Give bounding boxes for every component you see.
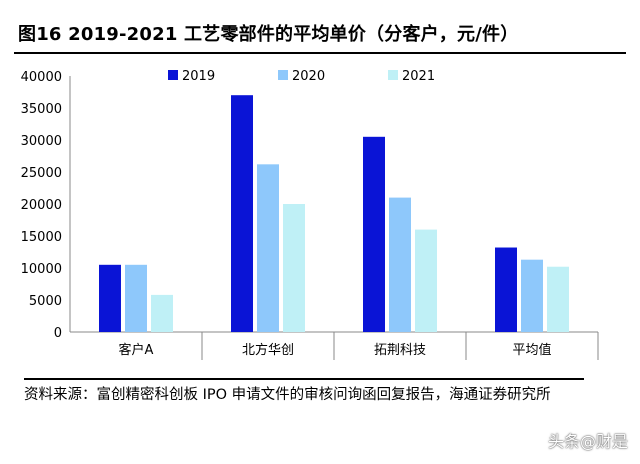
x-tick-label: 北方华创 [242, 342, 294, 358]
bar-2019 [495, 247, 517, 332]
legend-label: 2020 [292, 69, 325, 84]
bar-2019 [363, 136, 385, 332]
y-tick-label: 25000 [21, 166, 62, 181]
y-tick-label: 40000 [21, 70, 62, 85]
y-tick-label: 15000 [21, 230, 62, 245]
y-tick-label: 20000 [21, 198, 62, 213]
watermark: 头条@财是 [547, 432, 628, 451]
source-note: 资料来源：富创精密科创板 IPO 申请文件的审核问询函回复报告，海通证券研究所 [24, 378, 584, 406]
x-tick-label: 拓荆科技 [374, 342, 426, 358]
y-tick-label: 30000 [21, 134, 62, 149]
bar-2020 [257, 164, 279, 332]
y-tick-label: 0 [54, 326, 62, 341]
legend-swatch-2020 [278, 70, 288, 80]
x-tick-label: 平均值 [512, 342, 551, 358]
x-tick-label: 客户A [119, 342, 154, 358]
bar-chart: 0 5000 10000 15000 20000 25000 30000 35000 40000… [21, 69, 599, 360]
bar-2020 [389, 197, 411, 332]
bar-2020 [125, 264, 147, 332]
y-tick-label: 5000 [29, 294, 62, 309]
bar-2021 [547, 266, 569, 332]
bar-2021 [151, 294, 173, 332]
legend-label: 2021 [402, 69, 435, 84]
legend-swatch-2021 [388, 70, 398, 80]
legend-label: 2019 [182, 69, 215, 84]
y-tick-label: 10000 [21, 262, 62, 277]
figure-title: 图16 2019-2021 工艺零部件的平均单价（分客户，元/件） [18, 24, 519, 45]
title-bar: 图16 2019-2021 工艺零部件的平均单价（分客户，元/件） [14, 14, 626, 54]
bar-2021 [415, 229, 437, 332]
bar-2019 [231, 95, 253, 332]
bar-2020 [521, 259, 543, 332]
bar-2019 [99, 264, 121, 332]
y-tick-label: 35000 [21, 102, 62, 117]
legend-swatch-2019 [168, 70, 178, 80]
bar-2021 [283, 204, 305, 332]
